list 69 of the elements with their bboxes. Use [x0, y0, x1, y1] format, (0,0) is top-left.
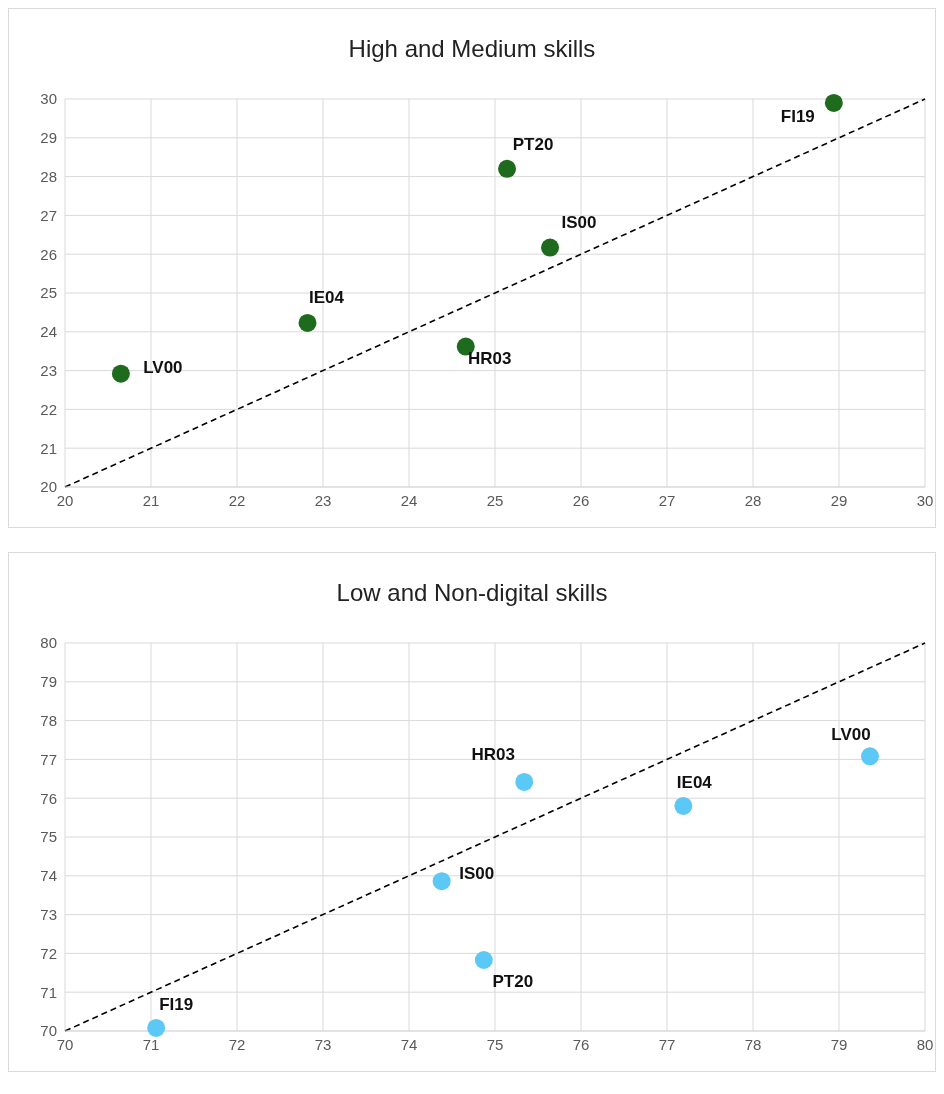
y-tick-label: 72	[40, 944, 57, 962]
annotation: HR03	[468, 349, 512, 369]
x-tick-label: 23	[314, 491, 332, 509]
x-tick-label: 80	[916, 1035, 934, 1053]
x-tick-label: 72	[228, 1035, 246, 1053]
y-tick-label: 71	[40, 983, 57, 1001]
point	[498, 159, 517, 178]
point	[860, 747, 879, 766]
y-tick-label: 74	[40, 867, 57, 885]
y-tick-label: 27	[40, 206, 57, 224]
x-tick-label: 22	[228, 491, 246, 509]
chart-title: Low and Non-digital skills	[335, 578, 609, 608]
y-tick-label: 76	[40, 789, 57, 807]
x-tick-label: 24	[400, 491, 418, 509]
x-tick-label: 28	[744, 491, 762, 509]
annotation: IE04	[676, 773, 713, 793]
y-tick-label: 73	[40, 905, 57, 923]
point	[674, 796, 693, 815]
y-tick-label: 77	[40, 750, 57, 768]
x-tick-label: 76	[572, 1035, 590, 1053]
annotation: FI19	[780, 107, 815, 127]
x-tick-label: 25	[486, 491, 504, 509]
x-tick-label: 78	[744, 1035, 762, 1053]
annotation: IE04	[309, 288, 345, 308]
x-tick-label: 79	[830, 1035, 848, 1053]
y-tick-label: 30	[40, 90, 57, 108]
point	[474, 951, 493, 969]
annotation: LV00	[143, 358, 183, 378]
x-tick-label: 21	[142, 491, 160, 509]
x-tick-label: 29	[830, 491, 848, 509]
x-tick-label: 30	[916, 491, 934, 509]
y-tick-label: 22	[40, 400, 57, 418]
point	[824, 93, 843, 112]
annotation: PT20	[492, 972, 534, 992]
y-tick-label: 23	[40, 361, 57, 379]
x-tick-label: 74	[400, 1035, 418, 1053]
y-tick-label: 20	[40, 478, 57, 496]
point	[298, 313, 317, 332]
point	[111, 364, 130, 383]
x-tick-label: 20	[56, 491, 74, 509]
annotation: HR03	[471, 745, 515, 765]
y-tick-label: 25	[40, 284, 57, 302]
chart-title: High and Medium skills	[347, 34, 597, 64]
point	[147, 1018, 166, 1037]
x-tick-label: 27	[658, 491, 676, 509]
y-tick-label: 70	[40, 1022, 57, 1040]
annotation: IS00	[459, 863, 495, 883]
y-tick-label: 29	[40, 129, 57, 147]
point	[432, 872, 451, 891]
point	[541, 238, 560, 257]
y-tick-label: 26	[40, 245, 57, 263]
y-tick-label: 78	[40, 711, 57, 729]
x-tick-label: 75	[486, 1035, 504, 1053]
annotation: PT20	[512, 135, 554, 155]
x-tick-label: 26	[572, 491, 590, 509]
annotation: FI19	[159, 995, 194, 1015]
annotation: IS00	[561, 213, 597, 233]
y-tick-label: 80	[40, 634, 57, 652]
annotation: LV00	[831, 724, 871, 744]
x-tick-label: 70	[56, 1035, 74, 1053]
point	[515, 772, 534, 791]
y-tick-label: 79	[40, 673, 57, 691]
y-tick-label: 28	[40, 167, 57, 185]
x-tick-label: 73	[314, 1035, 332, 1053]
x-tick-label: 71	[142, 1035, 160, 1053]
x-tick-label: 77	[658, 1035, 676, 1053]
y-tick-label: 21	[40, 439, 57, 457]
y-tick-label: 24	[40, 323, 57, 341]
y-tick-label: 75	[40, 828, 57, 846]
